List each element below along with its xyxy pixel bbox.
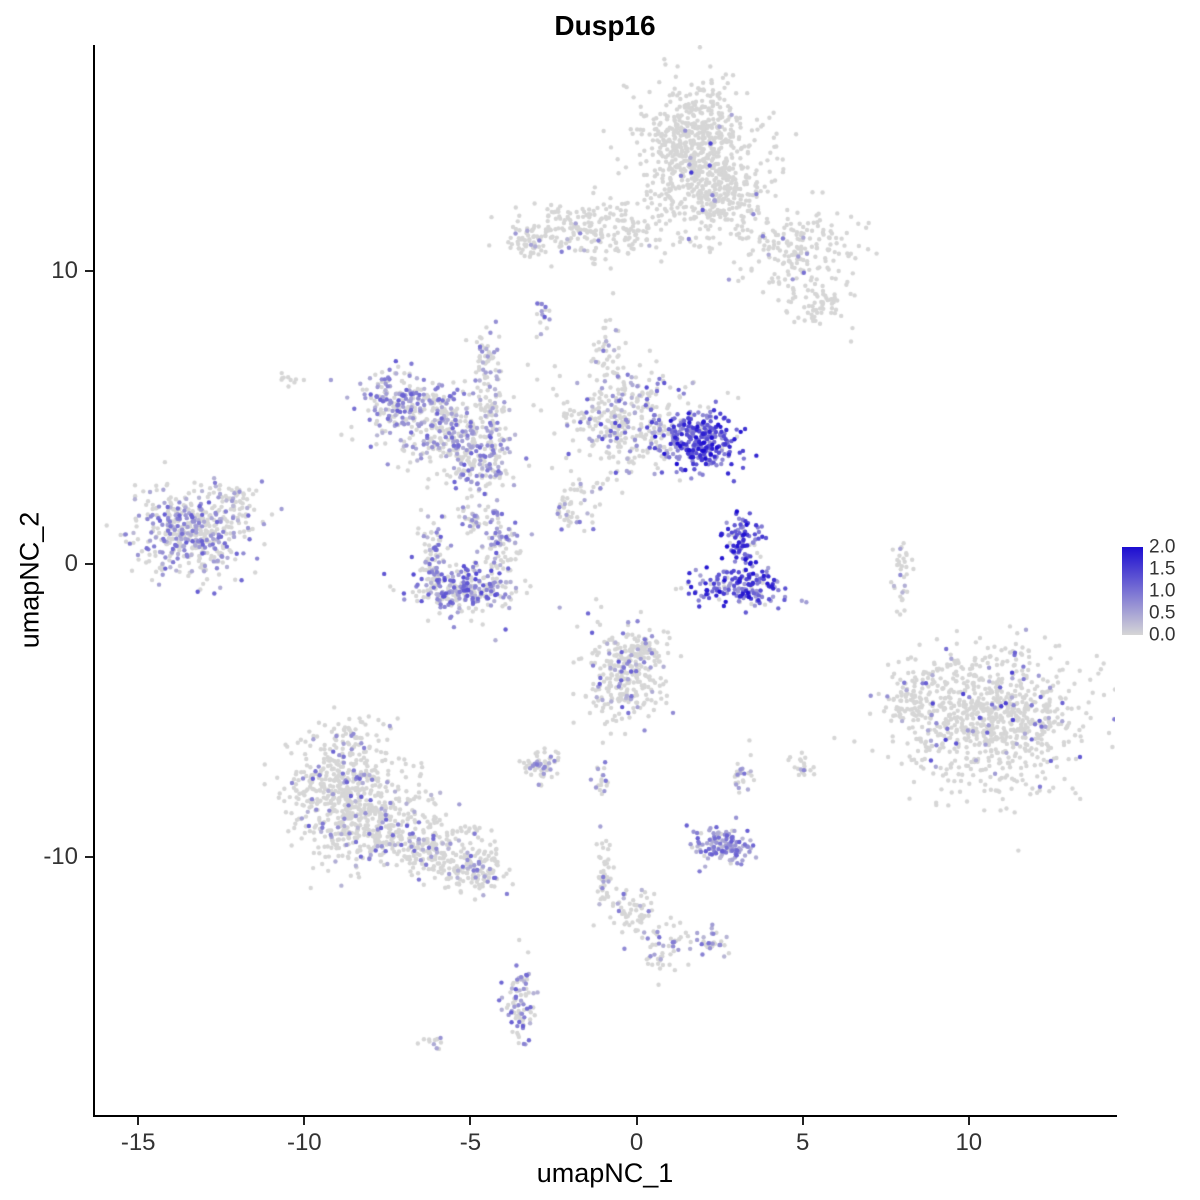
x-tick-mark	[801, 1117, 804, 1125]
scatter-canvas	[95, 45, 1115, 1115]
x-axis-label: umapNC_1	[536, 1158, 674, 1188]
y-tick-mark	[85, 856, 93, 859]
y-axis-label: umapNC_2	[14, 511, 45, 649]
legend-tick-label: 1.0	[1149, 580, 1176, 602]
x-tick-mark	[635, 1117, 638, 1125]
colorbar-gradient	[1122, 547, 1143, 635]
x-tick-label: 5	[795, 1129, 810, 1156]
x-tick-mark	[303, 1117, 306, 1125]
x-axis-line	[93, 1115, 1117, 1117]
x-tick-mark	[469, 1117, 472, 1125]
y-tick-label: -10	[43, 843, 78, 871]
x-tick-label: 10	[955, 1129, 983, 1156]
x-tick-mark	[967, 1117, 970, 1125]
colorbar-legend: 2.0 1.5 1.0 0.5 0.0	[1118, 538, 1200, 653]
plot-title: Dusp16	[554, 10, 656, 41]
legend-tick-label: 1.5	[1149, 558, 1176, 580]
x-tick-label: -15	[120, 1129, 156, 1156]
legend-tick-label: 2.0	[1149, 536, 1176, 558]
legend-tick-label: 0.5	[1149, 602, 1176, 624]
y-tick-mark	[85, 562, 93, 565]
y-tick-mark	[85, 269, 93, 272]
x-tick-label: 0	[629, 1129, 644, 1156]
legend-tick-label: 0.0	[1149, 624, 1176, 646]
x-tick-mark	[137, 1117, 140, 1125]
x-tick-label: -5	[459, 1129, 482, 1156]
y-tick-label: 0	[64, 549, 78, 577]
x-tick-label: -10	[286, 1129, 322, 1156]
y-tick-label: 10	[51, 256, 78, 284]
y-axis-line	[93, 45, 95, 1117]
